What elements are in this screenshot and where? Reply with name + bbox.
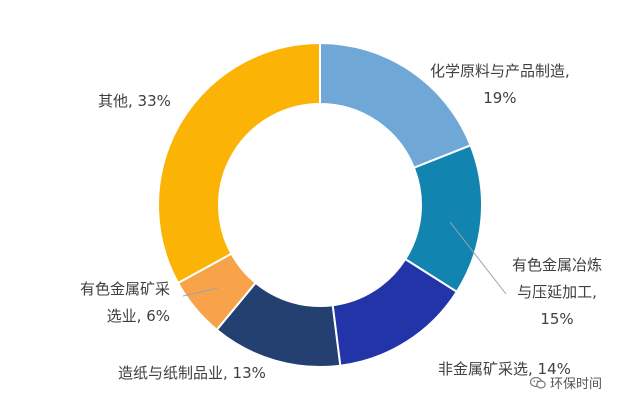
- slice-label-paper: 造纸与纸制品业, 13%: [118, 364, 266, 382]
- leader-line-nonferrous-mining: [182, 287, 219, 297]
- slice-other: [157, 41, 321, 285]
- slice-label-nonferrous-mining: 有色金属矿采 选业, 6%: [79, 280, 170, 325]
- slice-label-nonferrous-smelting: 有色金属冶炼 与压延加工, 15%: [512, 256, 603, 328]
- slice-label-chemical: 化学原料与产品制造, 19%: [430, 62, 570, 107]
- wechat-icon: [530, 376, 546, 389]
- leader-line-nonferrous-smelting: [449, 221, 507, 295]
- slices-group: [157, 41, 483, 368]
- watermark-text: 环保时间: [550, 377, 603, 392]
- leader-lines: [182, 221, 507, 297]
- watermark: 环保时间: [530, 373, 602, 392]
- slice-label-other: 其他, 33%: [98, 92, 171, 110]
- slice-label-nonmetal-mining: 非金属矿采选, 14%: [438, 360, 571, 378]
